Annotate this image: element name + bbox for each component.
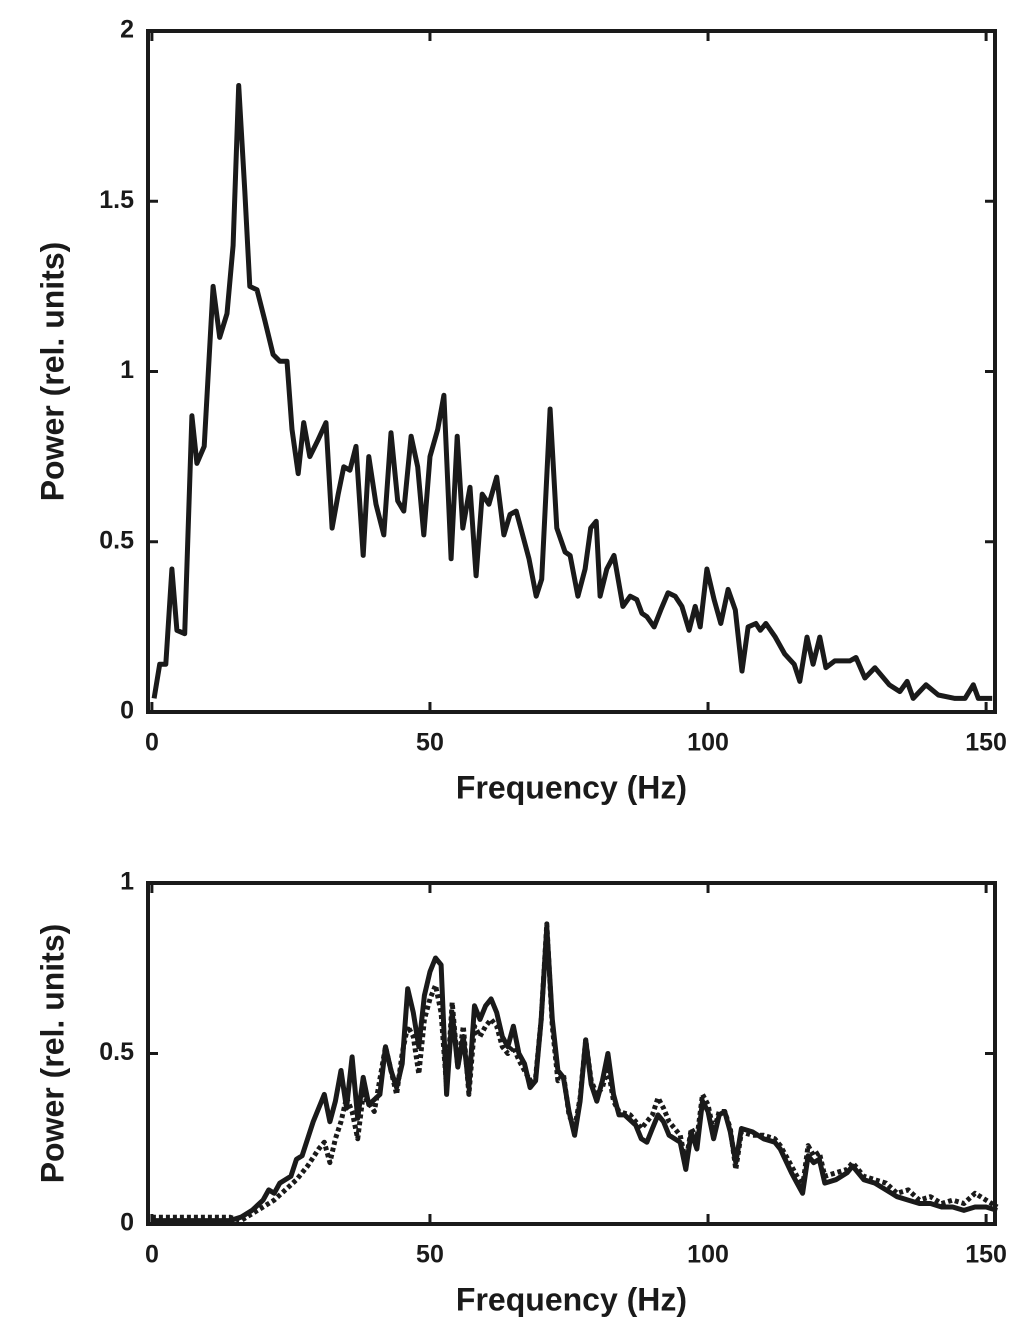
y-tick-label: 0 bbox=[120, 697, 134, 725]
y-tick-label: 1.5 bbox=[99, 186, 134, 214]
plot-frame bbox=[146, 29, 997, 714]
y-tick-label: 2 bbox=[120, 16, 134, 44]
data-line bbox=[151, 924, 998, 1224]
x-axis-label: Frequency (Hz) bbox=[456, 769, 687, 805]
data-line bbox=[151, 83, 993, 701]
plot-frame bbox=[146, 881, 997, 1226]
x-tick-label: 50 bbox=[416, 1241, 444, 1269]
x-tick-label: 100 bbox=[687, 1241, 729, 1269]
x-axis-label: Frequency (Hz) bbox=[456, 1281, 687, 1317]
x-tick-label: 100 bbox=[687, 729, 729, 757]
y-tick-label: 1 bbox=[120, 356, 134, 384]
x-tick-label: 0 bbox=[145, 1241, 159, 1269]
y-tick-label: 0.5 bbox=[99, 526, 134, 554]
data-line bbox=[151, 921, 999, 1224]
x-tick-label: 50 bbox=[416, 729, 444, 757]
y-axis-label: Power (rel. units) bbox=[34, 924, 70, 1184]
x-tick-label: 0 bbox=[145, 729, 159, 757]
y-axis-label: Power (rel. units) bbox=[34, 242, 70, 502]
y-tick-label: 1 bbox=[120, 868, 134, 896]
x-tick-label: 150 bbox=[965, 1241, 1007, 1269]
x-tick-label: 150 bbox=[965, 729, 1007, 757]
y-tick-label: 0.5 bbox=[99, 1038, 134, 1066]
y-tick-label: 0 bbox=[120, 1209, 134, 1237]
